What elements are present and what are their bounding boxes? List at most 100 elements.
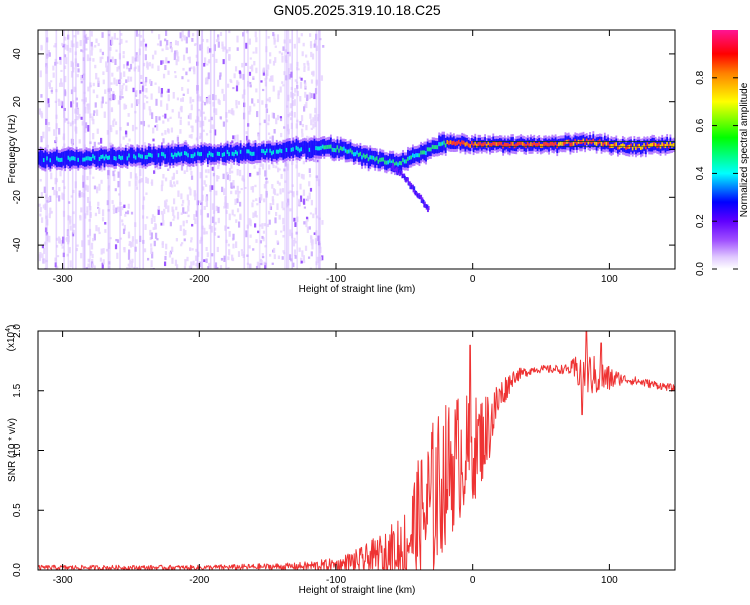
noise-speck — [239, 71, 242, 79]
noise-speck — [297, 172, 301, 177]
noise-speck — [44, 203, 47, 210]
noise-speck — [66, 253, 69, 257]
noise-speck — [117, 180, 120, 188]
noise-speck — [227, 226, 230, 229]
noise-speck — [85, 267, 88, 269]
noise-speck — [108, 142, 112, 148]
noise-speck — [277, 90, 280, 95]
noise-speck — [273, 33, 276, 40]
noise-speck — [310, 127, 313, 130]
ridge-core — [390, 160, 393, 165]
noise-speck — [101, 32, 104, 38]
noise-speck — [150, 30, 154, 34]
ridge-core — [218, 152, 221, 157]
noise-speck — [127, 231, 131, 239]
noise-speck — [281, 81, 284, 84]
noise-speck — [64, 75, 67, 83]
tail-speck — [411, 184, 414, 189]
ridge-core — [594, 140, 596, 145]
noise-speck — [296, 119, 299, 123]
noise-speck — [134, 66, 137, 70]
noise-speck — [278, 214, 281, 220]
noise-speck — [215, 58, 218, 63]
noise-speck — [162, 120, 165, 124]
noise-speck — [115, 130, 118, 135]
noise-speck — [84, 122, 88, 129]
noise-speck — [203, 231, 206, 235]
noise-speck — [97, 77, 100, 83]
noise-speck — [125, 79, 128, 83]
noise-speck — [167, 205, 170, 213]
noise-speck — [162, 138, 165, 144]
noise-speck — [219, 32, 223, 37]
noise-speck — [302, 160, 305, 165]
ridge-core — [249, 151, 252, 156]
noise-speck — [252, 51, 255, 54]
noise-speck — [269, 253, 272, 257]
noise-speck — [255, 47, 258, 54]
noise-speck — [304, 245, 308, 251]
noise-speck — [75, 97, 78, 101]
noise-speck — [187, 214, 190, 218]
noise-speck — [301, 123, 305, 128]
ridge-core — [438, 142, 441, 147]
ridge-core — [636, 144, 639, 149]
ridge-core — [134, 155, 137, 160]
noise-speck — [234, 66, 238, 72]
noise-speck — [273, 189, 277, 196]
noise-speck — [112, 120, 115, 127]
noise-speck — [47, 49, 50, 54]
ridge-core — [187, 153, 190, 158]
noise-speck — [176, 97, 179, 101]
noise-speck — [153, 215, 156, 222]
noise-speck — [146, 96, 149, 99]
ridge-core — [338, 148, 340, 153]
noise-speck — [87, 234, 90, 238]
noise-speck — [47, 103, 51, 108]
noise-speck — [314, 107, 317, 114]
ridge-core — [658, 143, 660, 148]
ridge-core — [613, 142, 616, 147]
ridge-core — [341, 147, 344, 152]
noise-speck — [76, 108, 80, 116]
ridge-core — [434, 145, 437, 150]
noise-speck — [221, 186, 224, 193]
ridge-core — [261, 148, 263, 153]
ridge-core — [328, 144, 331, 149]
noise-speck — [226, 173, 230, 180]
noise-speck — [144, 81, 147, 87]
ridge-core — [402, 157, 404, 162]
noise-speck — [183, 170, 186, 174]
noise-speck — [203, 101, 207, 106]
noise-speck — [256, 111, 259, 118]
noise-speck — [112, 170, 115, 177]
noise-speck — [234, 198, 237, 205]
noise-speck — [184, 259, 187, 266]
noise-speck — [203, 259, 206, 263]
noise-speck — [214, 227, 217, 231]
ridge-core — [266, 148, 268, 153]
ridge-core — [95, 157, 98, 162]
ridge-core — [372, 155, 375, 160]
noise-speck — [98, 231, 101, 235]
ridge-core — [51, 157, 53, 162]
ridge-core — [74, 156, 76, 161]
noise-speck — [295, 231, 298, 235]
noise-speck — [302, 189, 306, 196]
noise-speck — [283, 126, 286, 129]
noise-speck — [305, 124, 308, 131]
ridge-core — [620, 143, 623, 148]
noise-speck — [49, 195, 52, 202]
noise-speck — [276, 162, 279, 165]
noise-speck — [301, 133, 304, 138]
noise-speck — [105, 61, 108, 68]
noise-speck — [211, 166, 214, 171]
noise-speck — [271, 196, 274, 202]
noise-speck — [256, 261, 259, 267]
noise-speck — [121, 223, 124, 226]
noise-speck — [93, 265, 96, 269]
noise-speck — [289, 190, 292, 193]
noise-speck — [268, 78, 272, 82]
noise-speck — [172, 92, 175, 99]
